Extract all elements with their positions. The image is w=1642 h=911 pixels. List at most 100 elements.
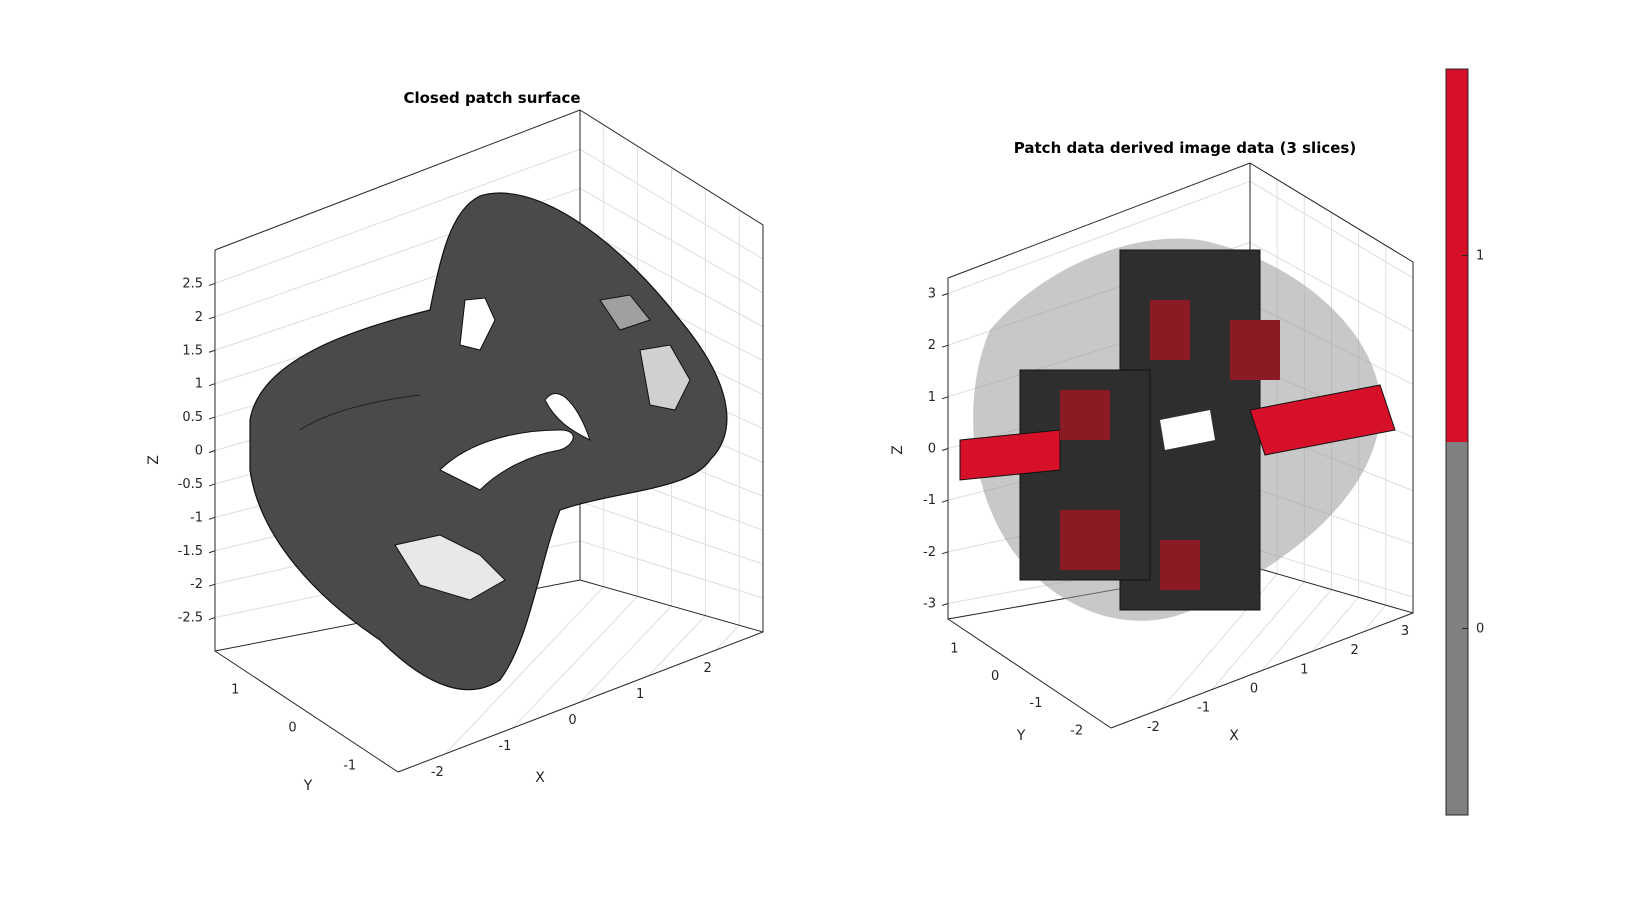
voxel-slice-horizontal	[1249, 384, 1396, 456]
right-axes-y-axis-line	[947, 618, 1112, 729]
x-grid-line	[1211, 581, 1305, 690]
z-tick-mark	[208, 316, 216, 320]
z-tick-mark	[941, 551, 949, 555]
right-y-axis-label: Y	[1016, 728, 1026, 744]
z-tick-label: -3	[923, 597, 936, 612]
y-tick-label: -1	[343, 758, 356, 773]
z-tick-mark	[208, 416, 216, 420]
x-grid-line	[1261, 589, 1332, 671]
closed-patch-surface	[249, 192, 728, 691]
right-x-ticks: -2 -1 0 1 2 3	[1147, 624, 1409, 735]
colorbar-frame	[1445, 68, 1469, 816]
z-tick-mark	[208, 282, 216, 286]
left-x-ticks: -2 -1 0 1 2	[431, 661, 712, 780]
z-tick-mark	[208, 583, 216, 587]
z-tick-mark	[941, 396, 949, 400]
x-grid-line	[715, 624, 740, 651]
colorbar-segment-1	[1446, 69, 1468, 442]
left-axes-y-axis-line	[214, 650, 399, 773]
y-tick-label: 0	[288, 721, 296, 736]
z-tick-mark	[941, 293, 949, 296]
z-tick-label: -1.5	[178, 544, 203, 559]
surface-highlight	[459, 297, 496, 351]
z-tick-label: 0	[195, 444, 203, 459]
right-y-ticks: -2 -1 0 1	[950, 642, 1083, 739]
z-tick-mark	[941, 499, 949, 503]
left-chart-title: Closed patch surface	[403, 89, 580, 107]
left-z-axis-label: Z	[146, 455, 162, 465]
z-tick-label: 1	[928, 390, 936, 405]
z-tick-label: 2	[928, 338, 936, 353]
z-tick-mark	[208, 349, 216, 353]
right-x-axis-label: X	[1229, 728, 1239, 744]
surface-hole	[439, 429, 574, 491]
left-x-axis-label: X	[535, 770, 545, 786]
colorbar-segment-0	[1446, 442, 1468, 815]
surface-highlight	[639, 344, 691, 411]
x-tick-label: 1	[1300, 662, 1308, 677]
y-tick-label: -1	[1029, 696, 1042, 711]
voxel-gap	[1160, 410, 1215, 450]
voxel-red-region	[1230, 320, 1280, 380]
y-tick-label: -2	[1070, 723, 1083, 738]
left-z-ticks: -2.5 -2 -1.5 -1 -0.5 0 0.5 1 1.5 2 2.5	[178, 276, 216, 626]
left-axes: -2.5 -2 -1.5 -1 -0.5 0 0.5 1 1.5 2 2.5 -2 -1 0 1 2 -1 0…	[146, 89, 764, 794]
z-tick-mark	[941, 603, 949, 606]
x-tick-label: -1	[498, 739, 511, 754]
colorbar-ticks: 01	[1462, 249, 1484, 637]
x-grid-line	[647, 615, 706, 677]
x-grid-line	[580, 605, 672, 703]
z-tick-label: -2	[190, 577, 203, 592]
surface-highlight	[599, 294, 651, 331]
voxel-red-region	[1060, 510, 1120, 570]
x-tick-label: 1	[636, 687, 644, 702]
left-axes-x-axis-line	[397, 631, 764, 773]
x-tick-label: 0	[1250, 682, 1258, 697]
colorbar: 01	[1445, 68, 1484, 816]
x-grid-line	[444, 586, 605, 755]
z-tick-label: 1	[195, 377, 203, 392]
y-tick-label: 1	[231, 683, 239, 698]
z-tick-label: 3	[928, 287, 936, 302]
z-tick-label: -0.5	[178, 477, 203, 492]
x-grid-line	[1362, 604, 1387, 633]
z-tick-mark	[208, 550, 216, 554]
z-tick-mark	[208, 450, 216, 453]
left-y-axis-label: Y	[303, 778, 313, 794]
z-tick-mark	[208, 516, 216, 520]
colorbar-tick-label: 1	[1476, 249, 1484, 264]
x-tick-label: 2	[1351, 643, 1359, 658]
z-tick-label: 2.5	[182, 276, 203, 291]
z-tick-label: 2	[195, 310, 203, 325]
x-grid-line	[1311, 597, 1360, 652]
x-tick-label: 3	[1401, 624, 1409, 639]
x-tick-label: 2	[704, 661, 712, 676]
surface-edge	[299, 394, 421, 431]
z-tick-label: -2	[923, 545, 936, 560]
z-tick-label: -1	[923, 493, 936, 508]
voxel-red-region	[1160, 540, 1200, 590]
x-tick-label: -2	[431, 765, 444, 780]
voxel-red-region	[1150, 300, 1190, 360]
voxel-slices	[959, 249, 1396, 611]
y-tick-label: 0	[991, 669, 999, 684]
z-tick-label: 1.5	[182, 343, 203, 358]
right-z-axis-label: Z	[890, 445, 906, 455]
left-y-ticks: -1 0 1	[231, 683, 356, 774]
z-tick-label: 0.5	[182, 410, 203, 425]
z-tick-mark	[941, 448, 949, 451]
z-tick-mark	[941, 344, 949, 348]
x-tick-label: -1	[1197, 701, 1210, 716]
right-axes: -3 -2 -1 0 1 2 3 -2 -1 0 1 2 3 -2 -1 0 1 Patch data de…	[890, 139, 1414, 744]
right-z-ticks: -3 -2 -1 0 1 2 3	[923, 287, 949, 612]
z-tick-mark	[208, 617, 216, 621]
y-tick-label: 1	[950, 642, 958, 657]
right-axes-x-axis-line	[1110, 612, 1414, 729]
colorbar-tick-label: 0	[1476, 622, 1484, 637]
surface-highlight	[394, 534, 506, 601]
right-chart-title: Patch data derived image data (3 slices)	[1014, 139, 1356, 157]
z-tick-label: -1	[190, 510, 203, 525]
z-tick-label: -2.5	[178, 611, 203, 626]
voxel-slice-horizontal	[959, 429, 1061, 481]
